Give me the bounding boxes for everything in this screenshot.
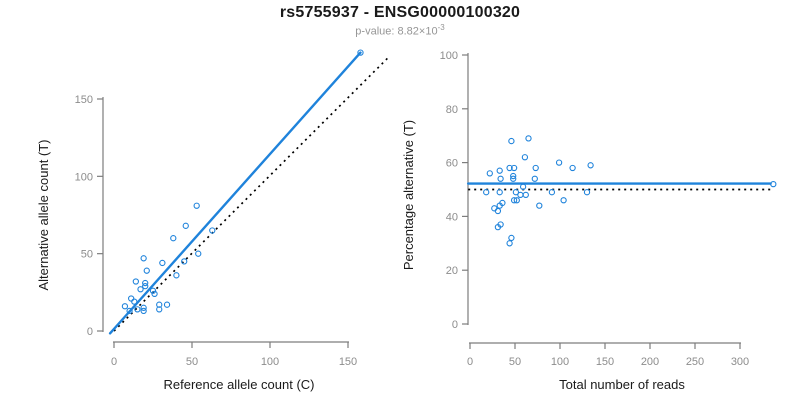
scatter-point — [506, 240, 513, 247]
x-tick-label: 300 — [731, 356, 749, 368]
x-axis-title: Total number of reads — [559, 377, 685, 392]
scatter-point — [531, 175, 538, 182]
scatter-point — [496, 202, 503, 209]
x-tick-label: 100 — [551, 356, 569, 368]
scatter-point — [506, 164, 513, 172]
scatter-point — [143, 267, 150, 274]
scatter-point — [569, 164, 576, 172]
scatter-point — [587, 162, 594, 169]
scatter-point — [170, 235, 177, 242]
y-tick-label: 50 — [81, 249, 93, 261]
scatter-point — [560, 197, 567, 204]
scatter-point — [521, 154, 529, 161]
scatter-point — [583, 189, 591, 196]
scatter-point — [497, 175, 504, 182]
scatter-point — [173, 272, 180, 279]
scatter-point — [142, 282, 149, 290]
scatter-point — [513, 197, 520, 204]
x-tick-label: 250 — [686, 356, 704, 368]
scatter-point — [496, 189, 503, 196]
scatter-point — [494, 207, 502, 215]
scatter-point — [128, 295, 135, 302]
scatter-point — [510, 172, 517, 180]
scatter-point — [494, 224, 502, 231]
y-tick-label: 100 — [75, 171, 93, 183]
scatter-point — [548, 189, 556, 196]
scatter-point — [532, 164, 539, 172]
x-tick-label: 100 — [261, 356, 279, 368]
x-tick-label: 150 — [339, 356, 357, 368]
scatter-point — [159, 259, 166, 267]
scatter-point — [134, 306, 141, 313]
scatter-point — [483, 189, 490, 196]
scatter-point — [193, 202, 200, 209]
scatter-point — [121, 303, 129, 310]
scatter-point — [525, 135, 532, 142]
scatter-point — [486, 170, 493, 177]
pvalue-exponent: -3 — [437, 23, 445, 32]
y-tick-label: 100 — [440, 50, 458, 62]
y-tick-label: 80 — [446, 104, 458, 116]
x-tick-label: 50 — [509, 356, 521, 368]
scatter-point — [195, 250, 202, 257]
scatter-point — [510, 197, 518, 204]
y-tick-label: 60 — [446, 158, 458, 170]
scatter-point — [156, 301, 163, 308]
scatter-point — [131, 298, 138, 305]
scatter-point — [140, 255, 147, 262]
scatter-point — [132, 278, 139, 285]
pvalue-text: p-value: 8.82×10 — [355, 25, 438, 38]
y-tick-label: 150 — [75, 94, 93, 106]
scatter-point — [491, 205, 498, 212]
scatter-point — [163, 301, 171, 308]
figure-subtitle: p-value: 8.82×10-3 — [0, 23, 800, 38]
y-axis-title: Alternative allele count (T) — [36, 139, 51, 290]
scatter-point — [151, 290, 158, 298]
y-tick-label: 0 — [87, 326, 93, 338]
scatter-point — [770, 180, 777, 188]
x-tick-label: 0 — [467, 356, 473, 368]
scatter-point — [536, 202, 543, 209]
scatter-point — [182, 222, 189, 229]
y-axis-title: Percentage alternative (T) — [401, 120, 416, 270]
scatter-point — [357, 49, 364, 56]
scatter-point — [149, 287, 157, 294]
scatter-point — [512, 189, 520, 196]
x-tick-label: 200 — [641, 356, 659, 368]
scatter-point — [140, 304, 147, 311]
scatter-point — [508, 137, 515, 145]
scatter-point — [510, 164, 518, 172]
identity-line — [113, 56, 390, 332]
scatter-point — [555, 159, 563, 166]
scatter-point — [209, 227, 216, 234]
scatter-point — [519, 183, 527, 190]
x-tick-label: 150 — [596, 356, 614, 368]
scatter-point — [126, 307, 133, 315]
figure-title: rs5755937 - ENSG00000100320 — [279, 4, 521, 21]
scatter-point — [137, 286, 144, 293]
scatter-point — [496, 167, 503, 174]
y-tick-label: 40 — [446, 211, 458, 223]
scatter-point — [140, 307, 147, 315]
scatter-point — [517, 191, 524, 199]
y-tick-label: 0 — [452, 319, 458, 331]
scatter-point — [156, 306, 163, 313]
scatter-point — [508, 234, 515, 242]
regression-line — [108, 51, 362, 335]
scatter-point — [510, 175, 517, 182]
scatter-point — [142, 279, 149, 287]
y-tick-label: 20 — [446, 265, 458, 277]
x-tick-label: 0 — [111, 356, 117, 368]
scatter-point — [181, 258, 188, 265]
x-axis-title: Reference allele count (C) — [163, 377, 314, 392]
scatter-point — [522, 191, 529, 199]
x-tick-label: 50 — [186, 356, 198, 368]
figure-header: rs5755937 - ENSG00000100320 p-value: 8.8… — [0, 4, 800, 38]
